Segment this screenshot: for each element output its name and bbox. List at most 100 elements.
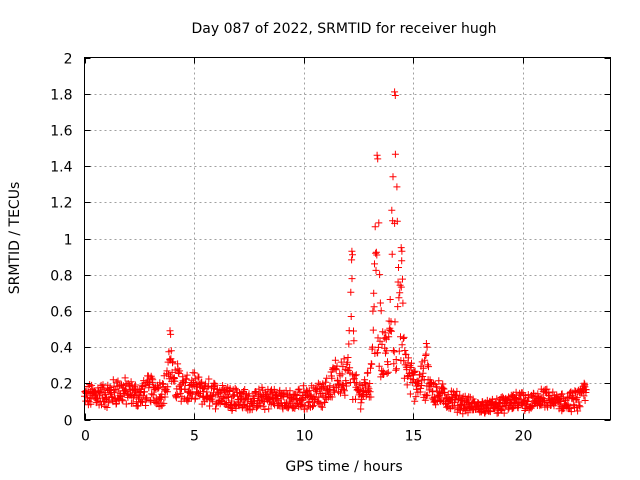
- data-point: [191, 394, 199, 402]
- data-point: [375, 219, 383, 227]
- data-point: [374, 343, 382, 351]
- data-point: [411, 367, 419, 375]
- data-point: [195, 373, 203, 381]
- data-point: [429, 388, 437, 396]
- y-tick-label: 0: [64, 414, 73, 430]
- data-point: [141, 388, 148, 396]
- data-point: [406, 390, 414, 398]
- data-point: [118, 396, 126, 404]
- data-point: [305, 387, 313, 395]
- data-point: [348, 256, 356, 264]
- data-point: [558, 390, 566, 398]
- data-point: [395, 347, 403, 355]
- data-point: [160, 399, 168, 407]
- data-point: [172, 394, 180, 402]
- data-point: [299, 382, 307, 390]
- data-point: [366, 380, 374, 387]
- data-point: [364, 369, 372, 377]
- y-tick-label: 0.2: [50, 377, 72, 393]
- data-point: [367, 364, 374, 372]
- data-point: [383, 347, 391, 355]
- data-point: [326, 382, 334, 390]
- data-point: [397, 244, 405, 252]
- data-point: [400, 333, 408, 341]
- data-point: [412, 393, 420, 401]
- data-point: [398, 341, 406, 349]
- data-point: [410, 368, 418, 376]
- data-point: [119, 397, 127, 405]
- data-point: [182, 375, 190, 383]
- chart-title: Day 087 of 2022, SRMTID for receiver hug…: [192, 21, 497, 37]
- data-point: [241, 386, 249, 393]
- data-point: [563, 393, 571, 401]
- y-axis-label: SRMTID / TECUs: [7, 182, 23, 295]
- data-point: [377, 307, 385, 315]
- data-point: [408, 359, 415, 367]
- data-point: [399, 275, 406, 283]
- data-point: [435, 377, 443, 385]
- data-point: [573, 393, 581, 401]
- data-point: [372, 266, 380, 274]
- data-point: [567, 408, 575, 416]
- data-point: [422, 350, 430, 358]
- data-point: [171, 377, 179, 385]
- data-point: [219, 382, 227, 389]
- data-point: [401, 347, 409, 354]
- y-tick-label: 0.6: [50, 305, 72, 321]
- data-point: [322, 378, 329, 386]
- data-point: [392, 366, 400, 374]
- data-point: [500, 409, 508, 417]
- data-point: [439, 384, 447, 392]
- data-point: [345, 340, 353, 348]
- data-point: [417, 384, 425, 392]
- data-point: [389, 173, 397, 181]
- data-point: [369, 326, 377, 334]
- data-point: [164, 383, 172, 391]
- data-point: [580, 379, 588, 387]
- data-point: [149, 391, 157, 399]
- data-point: [85, 389, 93, 396]
- data-point: [369, 307, 377, 315]
- ticks-layer: [84, 57, 611, 421]
- data-point: [524, 397, 532, 405]
- data-point: [394, 303, 402, 311]
- y-tick-label: 2: [64, 52, 73, 68]
- data-point: [134, 402, 142, 410]
- data-point: [315, 393, 323, 401]
- data-point: [353, 379, 361, 387]
- data-point: [333, 362, 341, 370]
- data-point: [363, 389, 371, 396]
- data-point: [376, 299, 384, 307]
- data-point: [374, 155, 382, 163]
- data-point: [395, 294, 403, 302]
- data-point: [509, 404, 517, 412]
- y-tick-label: 1.6: [50, 124, 72, 140]
- data-point: [370, 289, 378, 297]
- data-point: [390, 360, 398, 368]
- data-point: [340, 355, 348, 363]
- data-point: [485, 407, 493, 415]
- data-point: [395, 264, 402, 271]
- data-point: [176, 389, 184, 397]
- data-point: [286, 387, 294, 395]
- data-point: [121, 374, 129, 382]
- data-point: [358, 395, 366, 403]
- data-point: [494, 409, 502, 417]
- data-point: [373, 251, 381, 259]
- data-points-layer: [81, 88, 590, 418]
- data-point: [148, 390, 156, 398]
- data-point: [135, 393, 143, 401]
- data-point: [388, 250, 396, 258]
- data-point: [88, 381, 96, 389]
- data-point: [368, 360, 376, 368]
- data-point: [154, 385, 162, 393]
- data-point: [576, 403, 584, 411]
- data-point: [393, 183, 401, 191]
- data-point: [419, 364, 427, 372]
- data-point: [357, 405, 365, 413]
- data-point: [373, 151, 381, 159]
- data-point: [348, 275, 356, 283]
- data-point: [385, 317, 393, 325]
- data-point: [259, 402, 267, 410]
- data-point: [240, 400, 248, 408]
